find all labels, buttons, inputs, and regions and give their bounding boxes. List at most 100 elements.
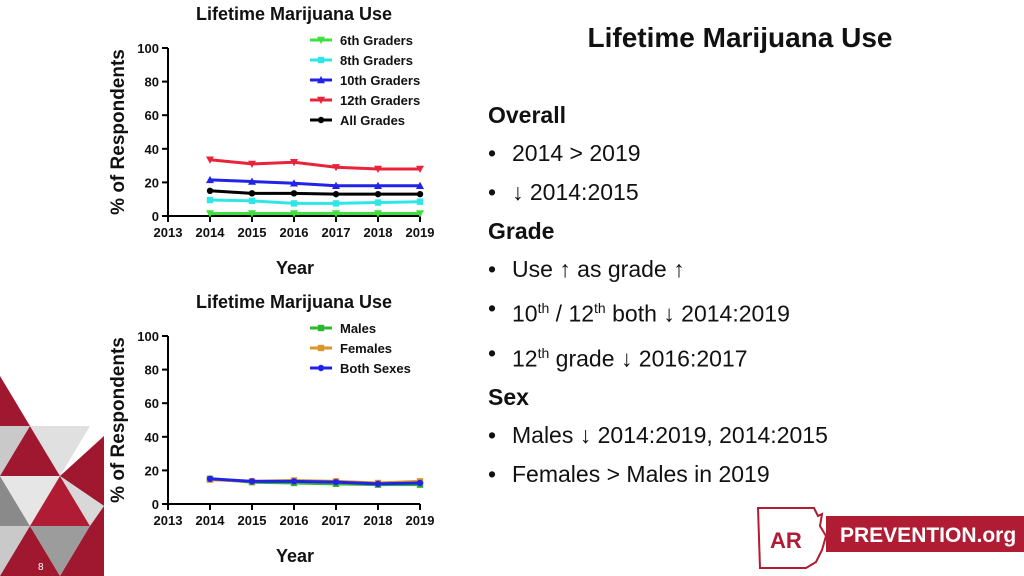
slide-title: Lifetime Marijuana Use [587,22,893,53]
x-tick-label: 2016 [280,225,309,240]
y-axis-label: % of Respondents [108,337,129,503]
legend-label: Both Sexes [340,361,411,376]
x-tick-label: 2015 [238,513,267,528]
bullet-item: • Use ↑ as grade ↑ [488,256,685,282]
data-point [416,165,424,173]
bullet-item: • ↓ 2014:2015 [488,179,639,205]
data-point [332,200,340,207]
legend-marker [317,96,325,104]
logo-text: PREVENTION.org [840,524,1016,547]
y-axis-label: % of Respondents [108,49,129,215]
data-point [416,198,424,205]
x-tick-label: 2018 [364,225,393,240]
y-tick-label: 20 [145,175,159,190]
grade-line-chart: Lifetime Marijuana Use 0 20 40 60 80 100 2013 20… [108,4,435,278]
legend-label: Males [340,321,376,336]
data-point [374,480,382,488]
bullet-item: • 12th grade ↓ 2016:2017 [488,339,748,372]
data-point [290,159,298,167]
ar-prevention-logo: AR PREVENTION.org [756,507,1024,569]
sex-line-chart: Lifetime Marijuana Use 0 20 40 60 80 100 2013 20… [108,292,435,566]
series-line [209,189,420,196]
y-tick-label: 100 [137,41,159,56]
y-tick-label: 80 [145,75,159,90]
data-point [374,210,382,218]
x-axis-label: Year [276,258,314,278]
summary-content: Overall • 2014 > 2019 • ↓ 2014:2015 Grade … [488,96,1008,494]
bullet-item: • Females > Males in 2019 [488,461,770,488]
legend-marker [317,364,325,372]
data-point [206,175,214,184]
y-tick-label: 60 [145,396,159,411]
data-point [248,210,256,218]
data-point [290,200,298,207]
x-tick-label: 2017 [322,225,351,240]
x-tick-label: 2013 [154,225,183,240]
data-point [290,478,298,485]
data-point [374,199,382,206]
data-point [416,479,424,487]
data-point [248,478,256,485]
data-point [206,187,214,194]
bullet-item: • Males ↓ 2014:2019, 2014:2015 [488,422,828,449]
chart-title: Lifetime Marijuana Use [196,292,392,312]
y-tick-label: 80 [145,363,159,378]
legend-label: 6th Graders [340,33,413,48]
legend-label: 8th Graders [340,53,413,68]
x-tick-label: 2016 [280,513,309,528]
data-point [332,190,340,198]
y-tick-label: 100 [137,329,159,344]
x-tick-label: 2014 [196,225,226,240]
y-tick-label: 60 [145,108,159,123]
legend-marker [317,36,325,44]
data-point [290,179,298,187]
x-tick-label: 2013 [154,513,183,528]
series-line [209,198,421,205]
data-point [290,210,298,218]
data-point [290,190,298,197]
series-line [209,158,420,171]
data-point [332,164,340,172]
x-tick-label: 2017 [322,513,351,528]
data-point [206,475,214,482]
y-tick-label: 0 [152,209,159,224]
section-heading-overall: Overall [488,102,566,128]
decorative-triangle-pattern [0,376,104,576]
logo-mark: AR [770,528,802,553]
data-point [332,181,340,189]
data-point [374,165,382,173]
data-point [416,210,424,218]
legend-marker [317,344,325,352]
x-axis-label: Year [276,546,314,566]
section-heading-grade: Grade [488,218,555,244]
x-tick-label: 2018 [364,513,393,528]
data-point [248,197,256,205]
data-point [248,177,256,185]
x-tick-label: 2015 [238,225,267,240]
x-tick-label: 2019 [406,225,435,240]
data-point [248,190,256,197]
data-point [374,190,382,198]
slide-number: 8 [38,562,44,573]
data-point [332,210,340,218]
series-line [209,178,420,188]
data-point [206,156,214,164]
legend-label: 10th Graders [340,73,420,88]
series-line [209,477,421,486]
legend-label: All Grades [340,113,405,128]
y-tick-label: 0 [152,497,159,512]
legend-label: 12th Graders [340,93,420,108]
legend-marker [317,76,325,84]
data-point [248,160,256,168]
legend-marker [317,324,325,332]
x-tick-label: 2019 [406,513,435,528]
data-point [416,190,424,198]
data-point [206,210,214,218]
data-point [374,181,382,189]
section-heading-sex: Sex [488,384,529,411]
bullet-item: • 10th / 12th both ↓ 2014:2019 [488,295,790,327]
data-point [416,181,424,189]
chart-title: Lifetime Marijuana Use [196,4,392,24]
data-point [332,478,340,486]
bullet-item: • 2014 > 2019 [488,140,641,166]
